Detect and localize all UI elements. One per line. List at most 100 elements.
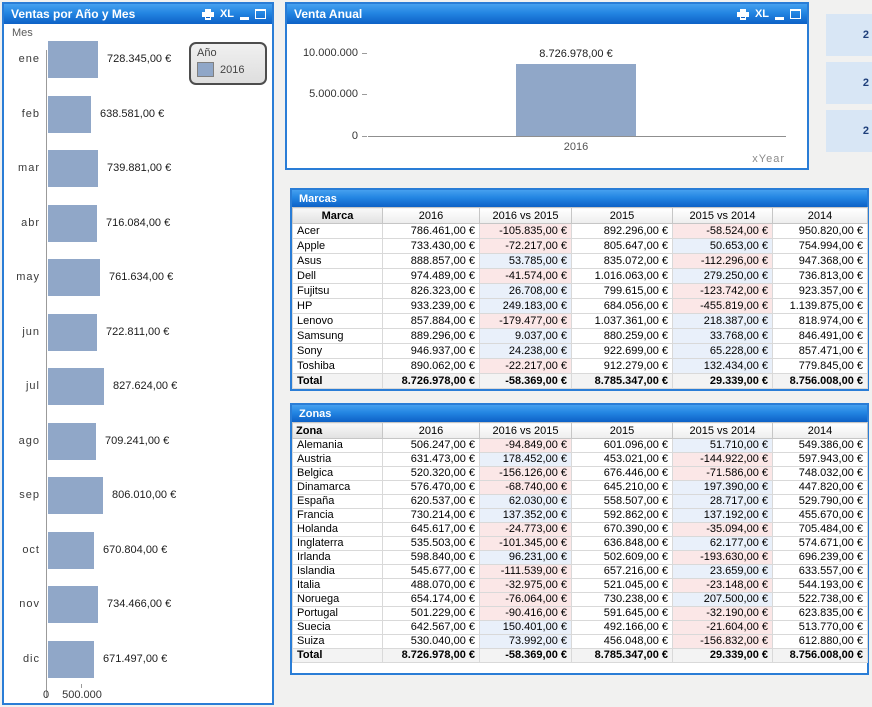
value-cell[interactable]: 805.647,00 € [571,238,673,254]
value-cell[interactable]: 26.708,00 € [479,283,572,299]
value-cell[interactable]: 453.021,00 € [571,452,673,467]
value-cell[interactable]: -23.148,00 € [672,578,773,593]
year-listbox-item-2[interactable]: 2 [826,110,872,152]
value-cell[interactable]: -105.835,00 € [479,223,572,239]
value-cell[interactable]: 633.557,00 € [772,564,868,579]
value-cell[interactable]: 888.857,00 € [382,253,480,269]
value-cell[interactable]: 748.032,00 € [772,466,868,481]
row-label-cell[interactable]: Italia [292,578,383,593]
value-cell[interactable]: 218.387,00 € [672,313,773,329]
value-cell[interactable]: 818.974,00 € [772,313,868,329]
month-bar-sep[interactable] [48,476,103,514]
value-cell[interactable]: 513.770,00 € [772,620,868,635]
value-cell[interactable]: 535.503,00 € [382,536,480,551]
year-listbox-item-1[interactable]: 2 [826,62,872,104]
value-cell[interactable]: 137.352,00 € [479,508,572,523]
maximize-icon[interactable] [790,9,801,19]
value-cell[interactable]: 9.037,00 € [479,328,572,344]
value-cell[interactable]: 620.537,00 € [382,494,480,509]
value-cell[interactable]: -32.975,00 € [479,578,572,593]
value-cell[interactable]: -101.345,00 € [479,536,572,551]
value-cell[interactable]: 642.567,00 € [382,620,480,635]
row-label-cell[interactable]: Apple [292,238,383,254]
value-cell[interactable]: 933.239,00 € [382,298,480,314]
value-cell[interactable]: 592.862,00 € [571,508,673,523]
value-cell[interactable]: 501.229,00 € [382,606,480,621]
value-cell[interactable]: 447.820,00 € [772,480,868,495]
value-cell[interactable]: 132.434,00 € [672,358,773,374]
value-cell[interactable]: 549.386,00 € [772,438,868,453]
value-cell[interactable]: 676.446,00 € [571,466,673,481]
row-label-cell[interactable]: Suiza [292,634,383,649]
value-cell[interactable]: 623.835,00 € [772,606,868,621]
value-cell[interactable]: 612.880,00 € [772,634,868,649]
value-cell[interactable]: -21.604,00 € [672,620,773,635]
column-header-2015-vs-2014[interactable]: 2015 vs 2014 [672,422,773,439]
value-cell[interactable]: 779.845,00 € [772,358,868,374]
value-cell[interactable]: 591.645,00 € [571,606,673,621]
value-cell[interactable]: -32.190,00 € [672,606,773,621]
value-cell[interactable]: -71.586,00 € [672,466,773,481]
column-header-marca[interactable]: Marca [292,207,383,224]
value-cell[interactable]: 846.491,00 € [772,328,868,344]
minimize-icon[interactable] [775,17,784,20]
value-cell[interactable]: -156.832,00 € [672,634,773,649]
month-bar-ene[interactable] [48,40,98,78]
row-label-cell[interactable]: Lenovo [292,313,383,329]
value-cell[interactable]: 28.717,00 € [672,494,773,509]
value-cell[interactable]: 492.166,00 € [571,620,673,635]
value-cell[interactable]: 705.484,00 € [772,522,868,537]
value-cell[interactable]: 1.037.361,00 € [571,313,673,329]
value-cell[interactable]: 974.489,00 € [382,268,480,284]
row-label-cell[interactable]: Austria [292,452,383,467]
value-cell[interactable]: 558.507,00 € [571,494,673,509]
value-cell[interactable]: -90.416,00 € [479,606,572,621]
value-cell[interactable]: 826.323,00 € [382,283,480,299]
value-cell[interactable]: 207.500,00 € [672,592,773,607]
row-label-cell[interactable]: Irlanda [292,550,383,565]
value-cell[interactable]: 574.671,00 € [772,536,868,551]
print-icon[interactable] [201,8,214,20]
value-cell[interactable]: 912.279,00 € [571,358,673,374]
row-label-cell[interactable]: Islandia [292,564,383,579]
value-cell[interactable]: 880.259,00 € [571,328,673,344]
value-cell[interactable]: 1.139.875,00 € [772,298,868,314]
value-cell[interactable]: -94.849,00 € [479,438,572,453]
column-header-2016[interactable]: 2016 [382,422,480,439]
value-cell[interactable]: 73.992,00 € [479,634,572,649]
column-header-2016-vs-2015[interactable]: 2016 vs 2015 [479,207,572,224]
value-cell[interactable]: 150.401,00 € [479,620,572,635]
value-cell[interactable]: 657.216,00 € [571,564,673,579]
value-cell[interactable]: 137.192,00 € [672,508,773,523]
value-cell[interactable]: 197.390,00 € [672,480,773,495]
value-cell[interactable]: 799.615,00 € [571,283,673,299]
value-cell[interactable]: 65.228,00 € [672,343,773,359]
value-cell[interactable]: -112.296,00 € [672,253,773,269]
value-cell[interactable]: 730.238,00 € [571,592,673,607]
value-cell[interactable]: 62.177,00 € [672,536,773,551]
brands-table-caption[interactable]: Marcas [292,190,867,207]
value-cell[interactable]: 23.659,00 € [672,564,773,579]
value-cell[interactable]: 654.174,00 € [382,592,480,607]
value-cell[interactable]: 597.943,00 € [772,452,868,467]
row-label-cell[interactable]: Holanda [292,522,383,537]
value-cell[interactable]: 950.820,00 € [772,223,868,239]
minimize-icon[interactable] [240,17,249,20]
column-header-2014[interactable]: 2014 [772,207,868,224]
year-listbox-item-0[interactable]: 2 [826,14,872,56]
value-cell[interactable]: 1.016.063,00 € [571,268,673,284]
value-cell[interactable]: -35.094,00 € [672,522,773,537]
column-header-2015[interactable]: 2015 [571,422,673,439]
month-bar-jul[interactable] [48,367,104,405]
value-cell[interactable]: 892.296,00 € [571,223,673,239]
value-cell[interactable]: 502.609,00 € [571,550,673,565]
value-cell[interactable]: 520.320,00 € [382,466,480,481]
value-cell[interactable]: 754.994,00 € [772,238,868,254]
value-cell[interactable]: 922.699,00 € [571,343,673,359]
row-label-cell[interactable]: Sony [292,343,383,359]
value-cell[interactable]: 96.231,00 € [479,550,572,565]
month-bar-dic[interactable] [48,640,94,678]
value-cell[interactable]: 544.193,00 € [772,578,868,593]
value-cell[interactable]: 786.461,00 € [382,223,480,239]
row-label-cell[interactable]: Alemania [292,438,383,453]
